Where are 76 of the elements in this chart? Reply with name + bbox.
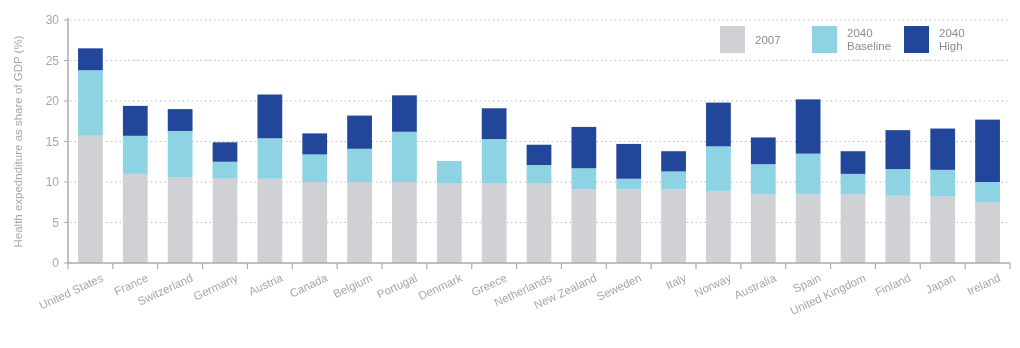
bar	[930, 128, 956, 170]
bar	[302, 182, 328, 263]
bar	[750, 137, 776, 165]
bar	[392, 95, 417, 132]
bar	[975, 182, 1000, 203]
bar	[840, 173, 866, 195]
y-tick-label: 0	[52, 256, 60, 271]
bar	[750, 194, 776, 263]
bar	[481, 139, 507, 184]
bar	[481, 183, 507, 263]
bar	[257, 178, 283, 263]
bar	[257, 94, 283, 139]
bar	[750, 164, 776, 195]
bar	[436, 183, 462, 263]
bar	[122, 135, 148, 174]
x-tick-label: Japan	[923, 271, 958, 296]
bar	[212, 161, 238, 179]
bar	[167, 130, 193, 178]
y-tick-label: 15	[45, 134, 60, 149]
bar	[571, 168, 597, 190]
bar	[661, 151, 686, 172]
bar	[526, 164, 552, 184]
bar	[885, 130, 911, 170]
bar	[78, 70, 103, 136]
bar	[122, 105, 148, 136]
bar	[795, 194, 821, 263]
bar	[930, 196, 956, 263]
bar	[481, 108, 507, 140]
bar	[167, 177, 193, 263]
bar	[930, 169, 956, 197]
bar	[347, 182, 372, 263]
bar	[616, 143, 642, 179]
bar	[122, 173, 148, 263]
y-tick-label: 20	[45, 94, 60, 109]
bar	[436, 160, 462, 184]
y-tick-label: 10	[45, 175, 60, 190]
bar	[167, 109, 193, 131]
bar	[212, 142, 238, 162]
x-tick-label: Italy	[663, 271, 689, 292]
bar	[526, 183, 552, 263]
bar	[885, 169, 911, 196]
y-axis-title: Health expednditure as share of GDP (%)	[12, 35, 24, 248]
bar	[706, 102, 731, 147]
bar	[616, 189, 642, 263]
y-tick-label: 5	[52, 215, 60, 230]
bar	[347, 115, 372, 149]
bar	[661, 189, 686, 263]
bar	[392, 131, 417, 182]
bar	[302, 133, 328, 155]
bar	[616, 178, 642, 190]
bar	[885, 195, 911, 263]
x-tick-label: Spain	[790, 271, 823, 295]
bar	[347, 148, 372, 182]
bar	[257, 138, 283, 179]
bar	[571, 126, 597, 169]
bar	[392, 182, 417, 263]
bar	[526, 144, 552, 165]
bar	[212, 178, 238, 263]
y-tick-label: 25	[45, 53, 60, 68]
bar	[302, 154, 328, 182]
bar	[706, 146, 731, 191]
legend-label: 2007	[755, 33, 781, 46]
y-tick-label: 30	[45, 13, 60, 28]
legend-label: 2040 Baseline	[847, 27, 892, 52]
bar	[795, 153, 821, 195]
bar	[78, 135, 103, 263]
bar	[975, 119, 1000, 182]
bar	[661, 171, 686, 190]
bar	[840, 194, 866, 263]
bar	[571, 189, 597, 263]
bar	[795, 99, 821, 154]
bar	[78, 48, 103, 71]
bar	[840, 151, 866, 174]
bar	[975, 202, 1000, 263]
bar	[706, 190, 731, 263]
legend-label: 2040 High	[939, 27, 965, 52]
